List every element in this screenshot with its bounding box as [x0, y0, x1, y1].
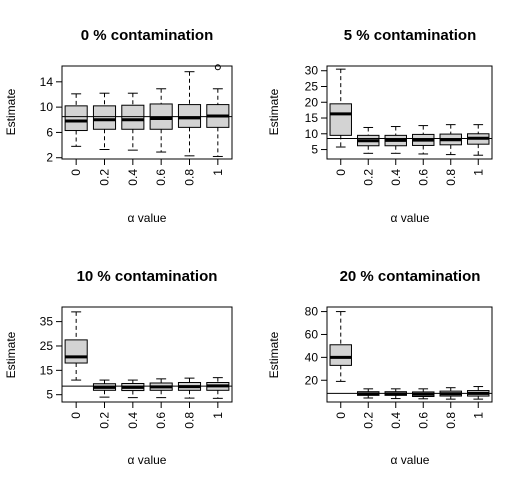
box-0.2	[92, 379, 117, 398]
x-tick-label: 0.8	[183, 169, 197, 186]
box-1	[206, 64, 230, 157]
y-tick-label: 60	[305, 327, 319, 341]
x-tick-label: 0.2	[361, 169, 375, 186]
panel-title: 0 % contamination	[81, 27, 214, 44]
x-tick-label: 0.4	[126, 412, 140, 429]
y-tick-label: 30	[305, 64, 319, 78]
x-tick-label: 1	[471, 169, 485, 176]
panel-title: 5 % contamination	[344, 27, 477, 44]
y-tick-label: 40	[305, 350, 319, 364]
box-0.6	[412, 125, 435, 155]
y-axis-label: Estimate	[267, 331, 281, 378]
x-tick-label: 1	[471, 412, 485, 419]
x-tick-label: 0	[69, 412, 83, 419]
box-0.4	[121, 379, 145, 399]
box-iqr	[177, 104, 202, 128]
x-tick-label: 0.8	[444, 412, 458, 429]
x-tick-label: 0.6	[416, 412, 430, 429]
y-axis-label: Estimate	[4, 331, 18, 378]
x-tick-label: 0.2	[98, 169, 112, 186]
x-tick-label: 0.4	[389, 412, 403, 429]
plot-area: 2 6 10 14 0 0.2 0.4 0.6 0.8 1	[40, 64, 232, 186]
y-tick-label: 14	[40, 75, 54, 89]
box-0	[64, 93, 88, 147]
y-tick-label: 5	[311, 143, 318, 157]
x-tick-label: 0.2	[98, 412, 112, 429]
y-tick-label: 25	[305, 79, 319, 93]
plot-frame	[61, 306, 233, 403]
box-0.2	[357, 126, 380, 154]
x-axis-label: α value	[128, 211, 167, 225]
panel-title: 20 % contamination	[340, 268, 481, 285]
box-0.4	[121, 92, 145, 151]
box-0	[329, 311, 352, 382]
box-iqr	[121, 104, 145, 130]
x-axis-label: α value	[128, 453, 167, 467]
y-tick-label: 25	[40, 339, 54, 353]
x-tick-label: 0.4	[389, 169, 403, 186]
box-0.2	[92, 92, 117, 151]
box-0.6	[412, 388, 435, 400]
y-tick-label: 20	[305, 95, 319, 109]
x-axis-label: α value	[391, 453, 430, 467]
y-tick-label: 20	[305, 373, 319, 387]
y-tick-label: 10	[40, 100, 54, 114]
x-tick-label: 1	[211, 169, 225, 176]
x-tick-label: 0	[69, 169, 83, 176]
plot-frame	[326, 306, 493, 403]
plot-frame	[326, 65, 493, 160]
box-iqr	[92, 105, 117, 130]
x-tick-label: 0.8	[444, 169, 458, 186]
plot-area: 20 40 60 80 0 0.2 0.4 0.6 0.8 1	[305, 305, 492, 429]
y-tick-label: 10	[305, 127, 319, 141]
outlier-point	[214, 64, 221, 71]
panel-10-contamination: 10 % contamination Estimate α value 5 15 2…	[4, 268, 233, 467]
x-tick-label: 0	[334, 412, 348, 419]
x-axis-label: α value	[391, 211, 430, 225]
x-tick-label: 0.8	[183, 412, 197, 429]
x-tick-label: 0.2	[361, 412, 375, 429]
plot-frame	[61, 65, 233, 160]
y-tick-label: 35	[40, 315, 54, 329]
x-tick-label: 0.6	[154, 169, 168, 186]
box-iqr	[64, 105, 88, 132]
y-tick-label: 15	[305, 111, 319, 125]
y-tick-label: 6	[46, 125, 53, 139]
y-tick-label: 2	[46, 151, 53, 165]
plot-area: 5 15 25 35 0 0.2 0.4 0.6 0.8 1	[40, 311, 232, 429]
panel-5-contamination: 5 % contamination Estimate α value 51015…	[267, 27, 493, 225]
x-tick-label: 0	[334, 169, 348, 176]
box-0	[329, 68, 352, 148]
box-0.4	[384, 126, 407, 154]
panel-title: 10 % contamination	[77, 268, 218, 285]
x-tick-label: 0.4	[126, 169, 140, 186]
y-axis-label: Estimate	[4, 88, 18, 135]
y-tick-label: 15	[40, 363, 54, 377]
y-axis-label: Estimate	[267, 88, 281, 135]
box-0.8	[439, 124, 462, 156]
box-iqr	[64, 339, 88, 364]
box-0.8	[177, 71, 202, 157]
box-0	[64, 311, 88, 381]
x-tick-label: 0.6	[154, 412, 168, 429]
panel-20-contamination: 20 % contamination Estimate α value 20 40…	[267, 268, 493, 467]
x-tick-label: 0.6	[416, 169, 430, 186]
box-iqr	[329, 103, 352, 136]
box-iqr	[329, 344, 352, 366]
panel-0-contamination: 0 % contamination Estimate α value 26101…	[4, 27, 233, 225]
y-tick-label: 5	[46, 388, 53, 402]
y-tick-label: 80	[305, 305, 319, 319]
x-tick-label: 1	[211, 412, 225, 419]
